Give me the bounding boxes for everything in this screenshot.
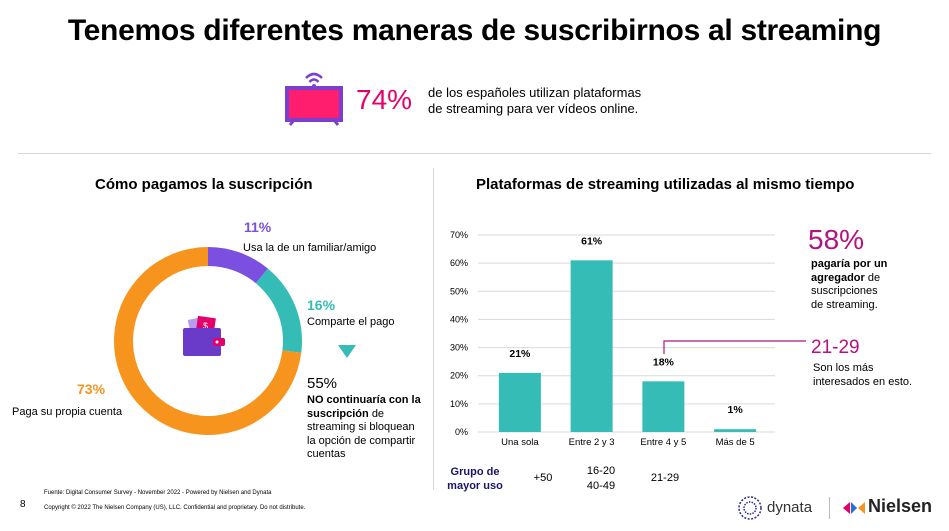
bar-value-label: 18% [653, 356, 675, 368]
bar-value-label: 61% [581, 235, 603, 247]
x-category-label: Más de 5 [716, 437, 755, 448]
slice-label-comparte: Comparte el pago [307, 316, 395, 328]
bar-1 [570, 260, 613, 432]
stat-text-line1: de los españoles utilizan plataformas [428, 85, 642, 100]
stat-text-line2: de streaming para ver vídeos online. [428, 101, 639, 116]
group-value-una-sola: +50 [533, 472, 553, 484]
group-label: Grupo de mayor uso [446, 465, 504, 493]
bar-value-label: 21% [509, 348, 531, 360]
group-value-entre-2-3: 16-20 40-49 [576, 464, 626, 494]
callout-percentage: 58% [808, 224, 865, 255]
down-triangle-icon [338, 345, 356, 358]
bar-0 [498, 372, 541, 432]
page-number: 8 [20, 499, 26, 510]
stat-percentage: 74% [356, 84, 413, 115]
callout-rest-3: de streaming. [811, 298, 878, 311]
logo-separator [829, 497, 830, 519]
bar-2 [642, 381, 685, 432]
page-title: Tenemos diferentes maneras de suscribirn… [67, 14, 882, 47]
callout-text: pagaría por un agregador de suscripcione… [811, 258, 921, 312]
donut-slice-1 [255, 268, 302, 353]
x-category-label: Una sola [501, 437, 539, 448]
slice-label-familiar: Usa la de un familiar/amigo [243, 242, 377, 254]
donut-slice-0 [208, 247, 268, 284]
y-tick-label: 10% [450, 399, 468, 409]
note-text-rest-2: streaming si bloquean la opción de compa… [307, 421, 416, 460]
left-section-title: Cómo pagamos la suscripción [95, 176, 313, 193]
nielsen-logo-text: Nielsen [868, 496, 933, 516]
y-tick-label: 20% [450, 371, 468, 381]
callout-connector [663, 340, 806, 354]
slice-label-pct-comparte: 16% [307, 297, 336, 313]
y-tick-label: 70% [450, 230, 468, 240]
note-percentage: 55% [307, 375, 338, 392]
y-tick-label: 60% [450, 258, 468, 268]
right-section-title: Plataformas de streaming utilizadas al m… [476, 176, 855, 193]
slice-label-propia: Paga su propia cuenta [12, 406, 123, 418]
bar-3 [714, 429, 757, 432]
y-tick-label: 50% [450, 286, 468, 296]
x-category-label: Entre 2 y 3 [569, 437, 615, 448]
wallet-icon: $ [183, 315, 225, 356]
bar-value-label: 1% [728, 404, 744, 416]
note-text-bold: NO continuaría con la suscripción [307, 394, 421, 420]
x-category-label: Entre 4 y 5 [640, 437, 686, 448]
age-text-1: Son los más [813, 362, 874, 374]
callout-bold-2: agregador [811, 271, 865, 284]
group-label-1: Grupo de [450, 466, 500, 478]
age-text: Son los más interesados en esto. [813, 362, 912, 389]
callout-rest-1: de [867, 271, 881, 284]
callout-rest-2: suscripciones [811, 285, 878, 297]
group-value-entre-2-3-a: 16-20 [586, 465, 616, 477]
y-tick-label: 40% [450, 314, 468, 324]
slice-label-pct-propia: 73% [77, 381, 106, 397]
dynata-logo-text: dynata [767, 499, 813, 516]
y-tick-label: 30% [450, 343, 468, 353]
note-text-rest-1: de [371, 407, 385, 420]
slice-label-pct-familiar: 11% [244, 219, 272, 235]
group-label-2: mayor uso [447, 480, 503, 492]
y-tick-label: 0% [455, 427, 468, 437]
group-value-entre-4-5: 21-29 [650, 472, 680, 484]
source-text: Fuente: Digital Consumer Survey - Novemb… [44, 490, 272, 496]
nielsen-logo-icon [843, 502, 865, 514]
note-text: NO continuaría con la suscripción de str… [307, 394, 425, 462]
callout-bold-1: pagaría por un [811, 258, 888, 270]
platforms-bar-chart: 0% 10% 20% 30% 40% 50% 60% 70% 21% Una sola 61% Ent… [450, 230, 775, 448]
tv-wifi-icon [285, 72, 343, 126]
svg-text:$: $ [203, 321, 208, 331]
age-text-2: interesados en esto. [813, 375, 913, 388]
copyright-text: Copyright © 2022 The Nielsen Company (US… [44, 505, 306, 511]
group-value-entre-2-3-b: 40-49 [586, 480, 616, 492]
horizontal-divider [18, 153, 931, 154]
age-range: 21-29 [811, 337, 860, 358]
payment-donut-chart [114, 247, 302, 435]
vertical-divider [433, 168, 434, 490]
dynata-logo-icon [738, 496, 762, 520]
